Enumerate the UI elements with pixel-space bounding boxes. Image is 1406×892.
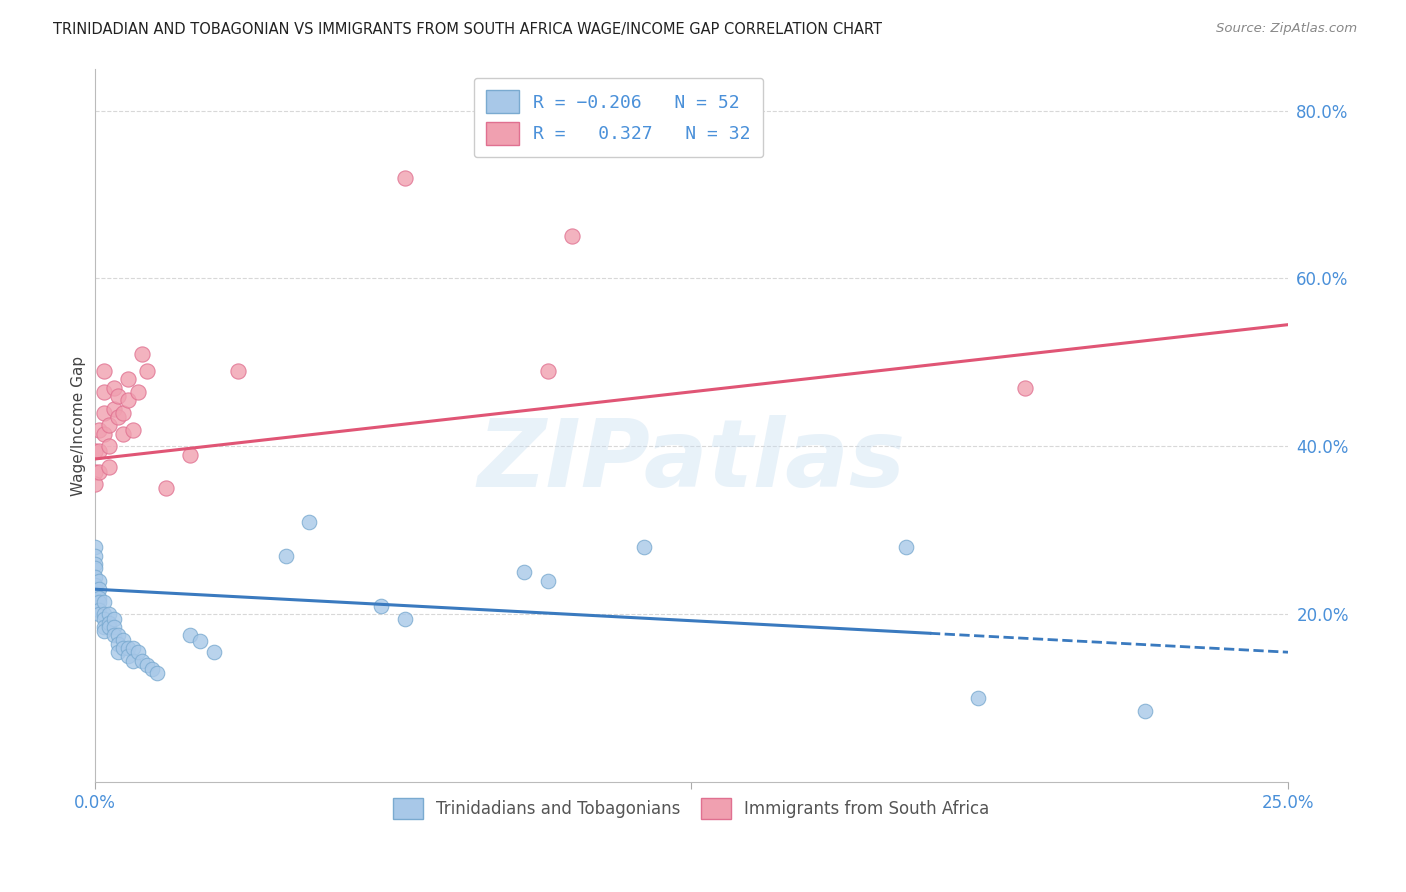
Point xyxy=(83,540,105,554)
Point xyxy=(89,607,111,622)
Point xyxy=(127,384,149,399)
Point xyxy=(107,637,129,651)
Point xyxy=(1133,704,1156,718)
Point xyxy=(89,595,111,609)
Point xyxy=(93,364,115,378)
Point xyxy=(107,389,129,403)
Point xyxy=(89,465,111,479)
Point xyxy=(537,364,560,378)
Point xyxy=(117,372,139,386)
Point xyxy=(155,482,177,496)
Point xyxy=(83,582,105,597)
Point xyxy=(1014,381,1036,395)
Point xyxy=(394,170,416,185)
Point xyxy=(561,229,583,244)
Point xyxy=(83,557,105,571)
Point xyxy=(97,607,120,622)
Point xyxy=(127,645,149,659)
Point xyxy=(83,443,105,458)
Point xyxy=(83,586,105,600)
Point xyxy=(894,540,917,554)
Point xyxy=(89,603,111,617)
Point xyxy=(89,443,111,458)
Point xyxy=(93,611,115,625)
Point xyxy=(103,628,125,642)
Point xyxy=(97,439,120,453)
Text: Source: ZipAtlas.com: Source: ZipAtlas.com xyxy=(1216,22,1357,36)
Point xyxy=(103,401,125,416)
Point xyxy=(117,640,139,655)
Legend: Trinidadians and Tobagonians, Immigrants from South Africa: Trinidadians and Tobagonians, Immigrants… xyxy=(387,792,995,825)
Point xyxy=(298,515,321,529)
Point xyxy=(83,477,105,491)
Point xyxy=(141,662,163,676)
Point xyxy=(537,574,560,588)
Point xyxy=(274,549,297,563)
Point xyxy=(89,574,111,588)
Y-axis label: Wage/Income Gap: Wage/Income Gap xyxy=(72,355,86,495)
Text: ZIPatlas: ZIPatlas xyxy=(477,415,905,508)
Point xyxy=(179,448,201,462)
Point xyxy=(97,615,120,630)
Point xyxy=(370,599,392,613)
Point xyxy=(93,620,115,634)
Point xyxy=(107,628,129,642)
Point xyxy=(131,347,153,361)
Point xyxy=(97,460,120,475)
Point xyxy=(136,657,159,672)
Point xyxy=(89,591,111,605)
Point xyxy=(93,624,115,639)
Point xyxy=(112,632,135,647)
Point xyxy=(107,410,129,425)
Point xyxy=(117,649,139,664)
Point xyxy=(103,620,125,634)
Point xyxy=(83,465,105,479)
Point xyxy=(145,666,167,681)
Point xyxy=(394,611,416,625)
Point xyxy=(131,654,153,668)
Point xyxy=(966,691,988,706)
Point xyxy=(136,364,159,378)
Point xyxy=(83,549,105,563)
Point xyxy=(633,540,655,554)
Point xyxy=(107,645,129,659)
Point xyxy=(103,381,125,395)
Point xyxy=(513,566,536,580)
Point xyxy=(117,393,139,408)
Point xyxy=(97,418,120,433)
Point xyxy=(226,364,249,378)
Point xyxy=(112,640,135,655)
Point xyxy=(103,611,125,625)
Point xyxy=(121,640,143,655)
Point xyxy=(83,561,105,575)
Point xyxy=(93,607,115,622)
Point xyxy=(83,578,105,592)
Point xyxy=(93,384,115,399)
Point xyxy=(93,426,115,441)
Point xyxy=(112,406,135,420)
Point xyxy=(188,634,211,648)
Point xyxy=(93,406,115,420)
Point xyxy=(112,426,135,441)
Point xyxy=(97,620,120,634)
Text: TRINIDADIAN AND TOBAGONIAN VS IMMIGRANTS FROM SOUTH AFRICA WAGE/INCOME GAP CORRE: TRINIDADIAN AND TOBAGONIAN VS IMMIGRANTS… xyxy=(53,22,883,37)
Point xyxy=(121,654,143,668)
Point xyxy=(89,582,111,597)
Point xyxy=(89,423,111,437)
Point xyxy=(93,595,115,609)
Point xyxy=(179,628,201,642)
Point xyxy=(202,645,225,659)
Point xyxy=(121,423,143,437)
Point xyxy=(83,569,105,583)
